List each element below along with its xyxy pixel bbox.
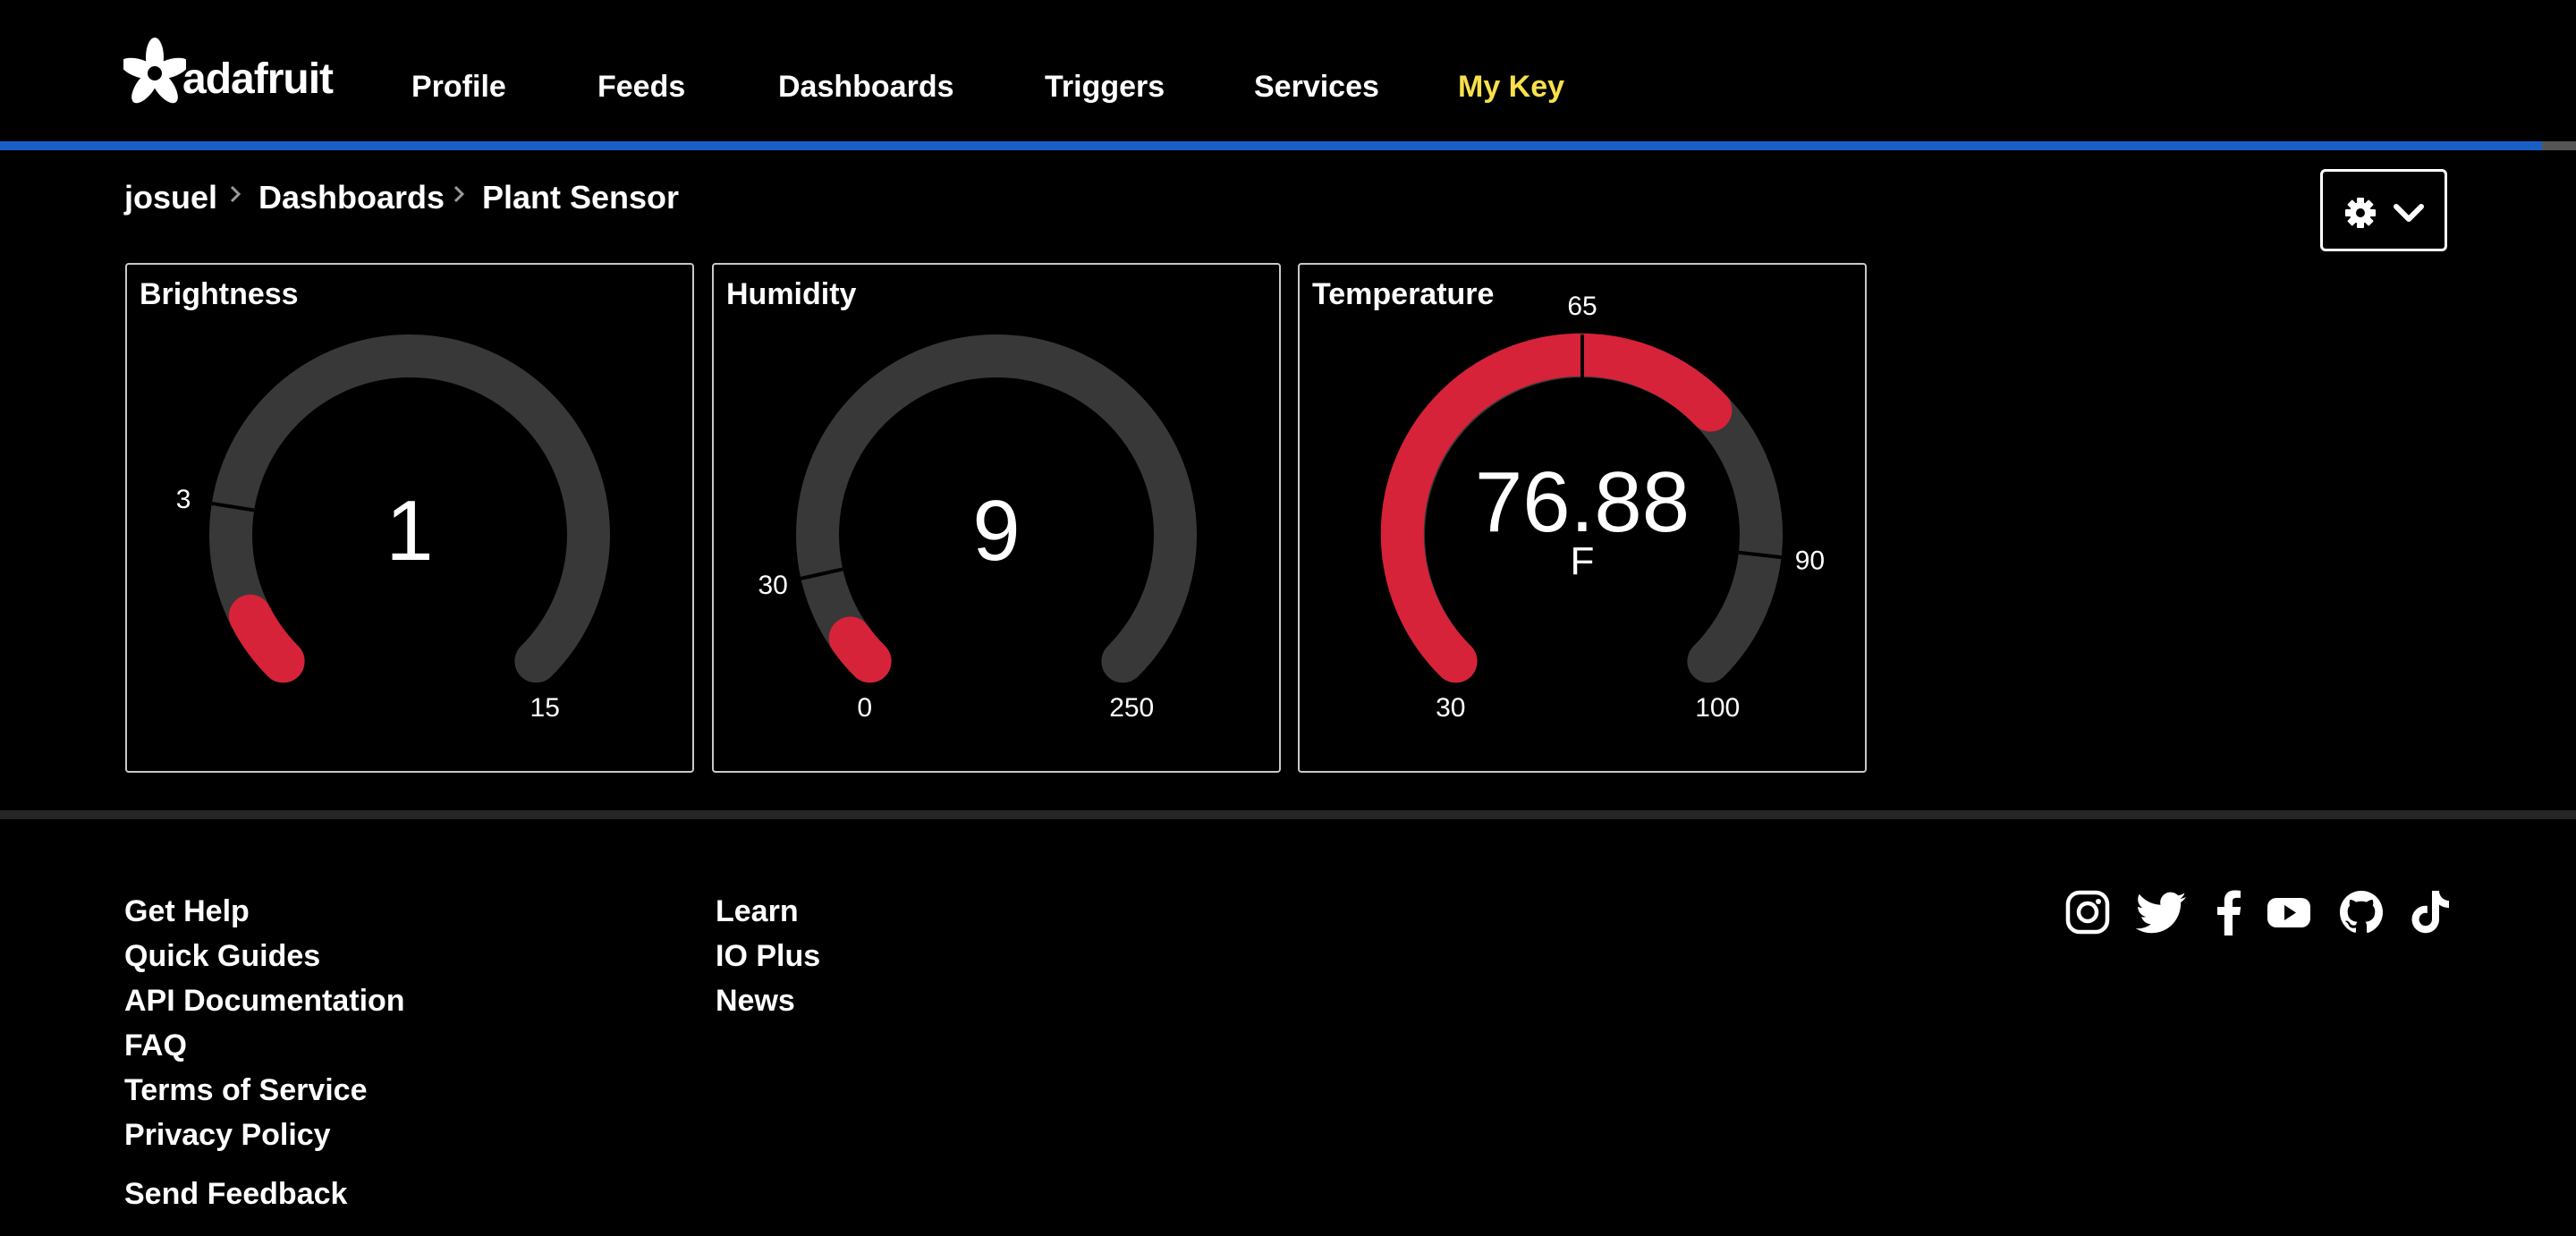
gauge-graphic: 65 90 30 100 76.88F [1380, 292, 1825, 723]
gauge-temperature[interactable]: Temperature 65 90 30 100 76.88 F [1298, 263, 1867, 773]
gauge-track [796, 334, 1197, 683]
chevron-right-icon [453, 185, 465, 203]
gauge-max-label: 15 [530, 693, 560, 723]
footer-link-faq[interactable]: FAQ [124, 1029, 187, 1062]
gauge-threshold-tick [1738, 550, 1782, 560]
nav-dashboards[interactable]: Dashboards [778, 70, 954, 104]
gauge-threshold-label: 90 [1795, 546, 1825, 576]
gauge-title: Temperature [1312, 277, 1495, 311]
footer-link-get-help[interactable]: Get Help [124, 894, 250, 928]
breadcrumb-dashboards[interactable]: Dashboards [258, 179, 445, 216]
gauge-max-label: 250 [1109, 693, 1154, 723]
footer-link-terms[interactable]: Terms of Service [124, 1073, 368, 1107]
brand-name: adafruit [182, 55, 334, 103]
footer-link-api-docs[interactable]: API Documentation [124, 984, 405, 1018]
gauge-threshold-label: 30 [758, 571, 787, 600]
gauge-graphic: 3 15 1 [176, 334, 610, 723]
chevron-right-icon [230, 185, 242, 203]
nav-profile[interactable]: Profile [411, 70, 506, 104]
nav-triggers[interactable]: Triggers [1045, 70, 1165, 104]
gauge-value-arc [228, 594, 305, 683]
facebook-icon[interactable] [2213, 889, 2243, 935]
twitter-icon[interactable] [2136, 889, 2188, 935]
breadcrumb-current: Plant Sensor [482, 179, 680, 216]
adafruit-flower-icon [123, 38, 186, 104]
footer-divider [0, 810, 2576, 819]
footer-link-privacy[interactable]: Privacy Policy [124, 1118, 331, 1152]
breadcrumb-user[interactable]: josuel [124, 179, 218, 216]
header-accent-bar [0, 141, 2542, 150]
dashboard-settings-button[interactable] [2320, 169, 2447, 251]
chevron-down-icon [2394, 204, 2424, 222]
adafruit-logo[interactable]: adafruit [123, 34, 334, 109]
gauge-title: Humidity [726, 277, 857, 311]
gauge-brightness[interactable]: Brightness 3 15 1 [125, 263, 694, 773]
top-header: adafruit Profile Feeds Dashboards Trigge… [0, 0, 2576, 141]
gauge-humidity[interactable]: Humidity 30 0 250 9 [712, 263, 1281, 773]
nav-my-key[interactable]: My Key [1458, 70, 1565, 104]
gauge-value: 76.88 [1475, 454, 1690, 550]
gauge-value-arc [1380, 333, 1733, 683]
gauge-track [209, 334, 610, 683]
youtube-icon[interactable] [2267, 889, 2311, 935]
instagram-icon[interactable] [2064, 889, 2111, 935]
footer-link-quick-guides[interactable]: Quick Guides [124, 939, 321, 973]
footer-link-news[interactable]: News [716, 984, 795, 1018]
gauge-value-arc [828, 616, 892, 683]
gear-icon [2345, 198, 2376, 228]
gauge-unit: F [1571, 539, 1595, 583]
nav-services[interactable]: Services [1254, 70, 1379, 104]
gauge-min-label: 30 [1436, 693, 1465, 723]
header-accent-bar-end [2542, 141, 2576, 150]
gauge-value: 1 [386, 483, 433, 579]
gauge-title: Brightness [140, 277, 299, 311]
gauge-threshold-label: 65 [1567, 292, 1597, 321]
footer-link-send-feedback[interactable]: Send Feedback [124, 1177, 348, 1211]
gauge-max-label: 100 [1695, 693, 1740, 723]
gauge-graphic: 30 0 250 9 [758, 334, 1197, 723]
gauge-threshold-tick [800, 567, 843, 580]
nav-feeds[interactable]: Feeds [597, 70, 686, 104]
footer-link-learn[interactable]: Learn [716, 894, 799, 928]
github-icon[interactable] [2338, 889, 2385, 935]
tiktok-icon[interactable] [2410, 889, 2451, 935]
footer-link-io-plus[interactable]: IO Plus [716, 939, 821, 973]
gauge-threshold-label: 3 [176, 485, 191, 514]
gauge-value: 9 [972, 483, 1020, 579]
gauge-min-label: 0 [857, 693, 872, 723]
gauge-threshold-tick [211, 501, 255, 512]
